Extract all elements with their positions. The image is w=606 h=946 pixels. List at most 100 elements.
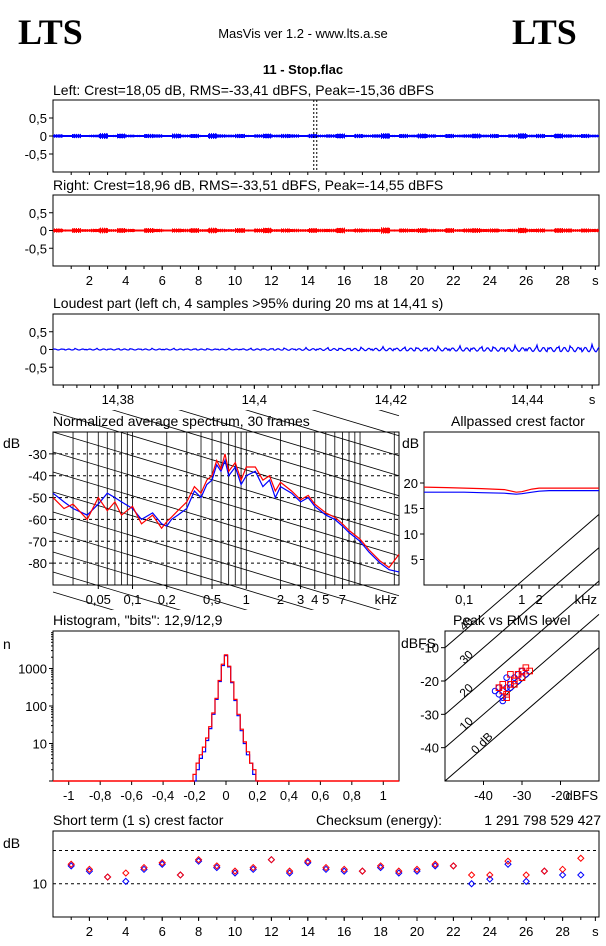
point-right [231,867,239,875]
x-tick-label: 0 [222,788,229,803]
grid-diagonal [52,451,400,557]
grid-diagonal [52,431,400,537]
x-tick-label: s [589,392,596,407]
x-tick-label: 1 [380,788,387,803]
x-tick-label: -40 [474,788,493,803]
point-left [507,684,514,691]
point-left [122,877,130,886]
x-tick-label: 10 [228,273,242,288]
x-tick-label: 5 [322,592,329,607]
point-right [503,691,510,698]
y-tick-label: 1000 [18,662,47,677]
grid-diagonal [53,652,399,756]
file-name: 11 - Stop.flac [263,62,343,77]
y-axis-label: dBFS [401,635,436,651]
plot-frame [52,830,600,918]
x-tick-label: -20 [551,788,570,803]
y-tick-label: 5 [411,553,418,568]
point-right [267,855,276,864]
x-axis-label: dBFS [565,788,598,803]
point-left [176,871,185,879]
x-tick-label: 18 [373,273,387,288]
point-right [540,867,549,875]
point-left [503,674,510,681]
loudest-trace [52,342,600,353]
x-tick-label: 14 [301,273,315,288]
point-right [522,871,530,879]
y-axis-label: dB [402,435,419,451]
x-tick-label: 14,42 [375,392,408,407]
point-right [322,863,330,872]
x-tick-label: 8 [195,273,202,288]
point-left [503,684,510,691]
y-tick-label: 0 [40,129,47,144]
point-right [577,854,585,862]
grid-diagonal [311,410,400,437]
point-left [540,867,549,875]
histogram-panel: Histogram, "bits": 12,9/12,9n100010010-1… [3,612,400,803]
y-tick-label: -0,5 [25,147,47,162]
x-tick-label: 1 [518,592,525,607]
x-axis-label: kHz [375,592,397,607]
chart-title: Peak vs RMS level [453,612,570,628]
point-right [249,863,257,872]
logo-left: LTS [18,12,83,52]
grid-diagonal [111,410,400,497]
x-tick-label: 28 [555,273,569,288]
crest-diagonal [444,547,600,682]
y-axis-label: n [3,636,11,652]
point-right [486,871,494,879]
x-tick-label: 0,1 [123,592,141,607]
point-right [514,671,522,678]
y-tick-label: -0,5 [25,360,47,375]
x-tick-label: 1 [243,592,250,607]
app-title: MasVis ver 1.2 - www.lts.a.se [218,26,388,41]
diagonal-label: 30 [457,647,477,667]
point-right [395,867,403,875]
x-tick-label: 20 [410,273,424,288]
grid-diagonal [178,410,400,477]
y-tick-label: 0 [40,224,47,239]
plot-frame [52,630,400,782]
x-tick-label: 3 [297,592,304,607]
x-axis-label: kHz [575,592,597,607]
x-tick-label: 12 [264,273,278,288]
x-tick-label: 4 [122,273,129,288]
x-tick-label: 6 [159,924,166,939]
point-left [495,691,503,698]
crest-left-line [424,490,599,495]
diagonal-label: 0 dB [468,729,495,756]
x-tick-label: 24 [483,273,497,288]
grid-diagonal [52,591,115,610]
grid-diagonal [53,672,399,776]
point-right [85,865,94,874]
x-tick-label: 7 [339,592,346,607]
point-left [449,862,458,870]
y-tick-label: -70 [28,534,47,549]
logo-right: LTS [512,12,577,52]
point-right [499,687,507,695]
x-tick-label: 8 [195,924,202,939]
x-tick-label: 24 [483,924,497,939]
point-right [499,681,507,688]
point-right [340,865,348,874]
y-tick-label: 10 [404,527,418,542]
diagonal-label: 10 [457,714,477,734]
point-right [504,857,512,865]
y-tick-label: -30 [420,707,439,722]
point-left [511,674,518,681]
y-tick-label: -40 [28,469,47,484]
point-left [558,871,567,879]
point-left [514,677,522,685]
left-waveform-panel: Left: Crest=18,05 dB, RMS=-33,41 dBFS, P… [25,82,600,175]
x-tick-label: -1 [63,788,75,803]
x-tick-label: 0,5 [203,592,221,607]
point-left [358,867,367,875]
point-left [522,877,530,886]
x-tick-label: 22 [446,273,460,288]
grid-diagonal [52,531,315,610]
histogram-right-line [189,654,259,782]
point-right [431,860,439,868]
y-axis-label: dB [3,435,20,451]
chart-title: Loudest part (left ch, 4 samples >95% du… [53,295,443,311]
